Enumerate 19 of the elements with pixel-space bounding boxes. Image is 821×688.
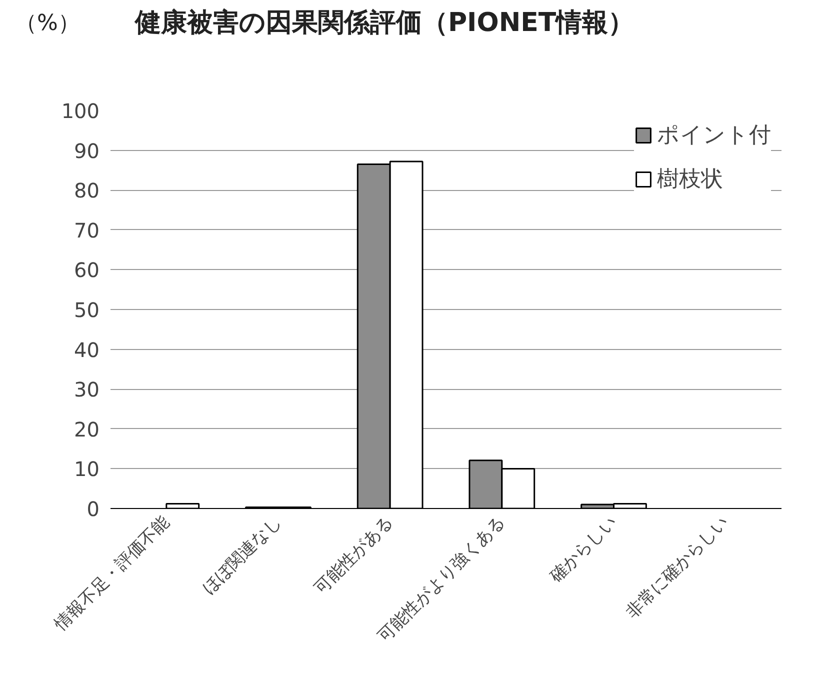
x-tick-label: ほぼ関連なし (199, 512, 286, 599)
chart-title: 健康被害の因果関係評価（PIONET情報） (135, 7, 634, 40)
x-tick-label: 非常に確からしい (622, 512, 733, 623)
y-tick-label: 80 (74, 178, 100, 203)
y-tick-label: 10 (74, 457, 100, 482)
y-tick-label: 100 (61, 99, 100, 123)
y-tick-label: 40 (74, 338, 100, 362)
y-tick-label: 30 (74, 378, 100, 402)
y-axis-title: （%） (14, 10, 81, 38)
y-tick-label: 50 (74, 298, 100, 322)
y-tick-label: 90 (74, 138, 100, 163)
y-tick-label: 0 (86, 497, 100, 521)
x-tick-label: 可能性がある (310, 512, 398, 599)
x-tick-label: 確からしい (546, 512, 621, 588)
legend-label: ポイント付 (657, 122, 771, 150)
y-tick-label: 60 (74, 258, 100, 282)
y-tick-label: 20 (74, 417, 100, 442)
legend-label: 樹枝状 (657, 166, 723, 194)
y-tick-label: 70 (74, 218, 100, 242)
